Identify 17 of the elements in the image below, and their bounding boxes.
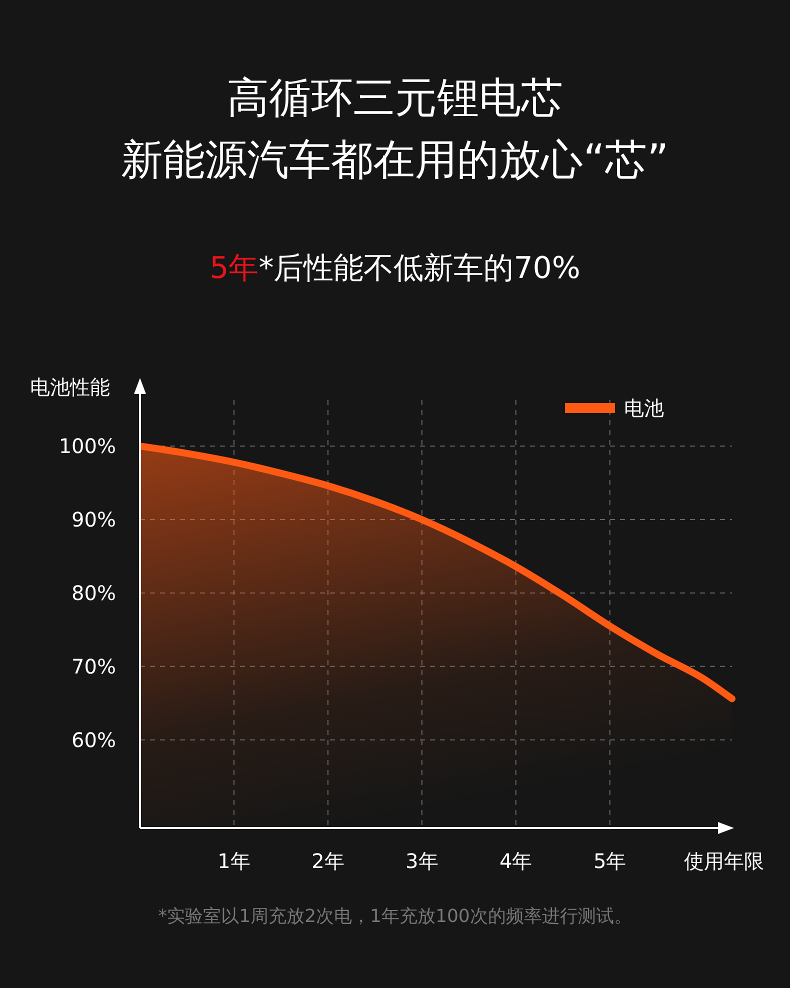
x-tick-label: 4年 bbox=[500, 849, 532, 873]
y-tick-label: 70% bbox=[72, 654, 116, 678]
chart-title: 高循环三元锂电芯 bbox=[227, 73, 563, 122]
x-tick-label: 1年 bbox=[218, 849, 250, 873]
legend-label: 电池 bbox=[624, 396, 664, 420]
y-tick-label: 90% bbox=[72, 508, 116, 532]
text: 5年*后性能不低新车的70% bbox=[210, 251, 580, 286]
x-axis-title: 使用年限 bbox=[684, 849, 764, 873]
text: *实验室以1周充放2次电，1年充放100次的频率进行测试。 bbox=[158, 906, 632, 927]
y-tick-label: 60% bbox=[72, 728, 116, 752]
y-tick-label: 80% bbox=[72, 580, 116, 605]
y-tick-label: 100% bbox=[58, 434, 116, 458]
chart-subtitle: 新能源汽车都在用的放心“芯” bbox=[121, 135, 669, 184]
y-axis-title: 电池性能 bbox=[30, 375, 110, 399]
x-tick-label: 5年 bbox=[593, 849, 626, 873]
x-tick-label: 3年 bbox=[406, 849, 438, 873]
x-tick-label: 2年 bbox=[312, 849, 344, 873]
